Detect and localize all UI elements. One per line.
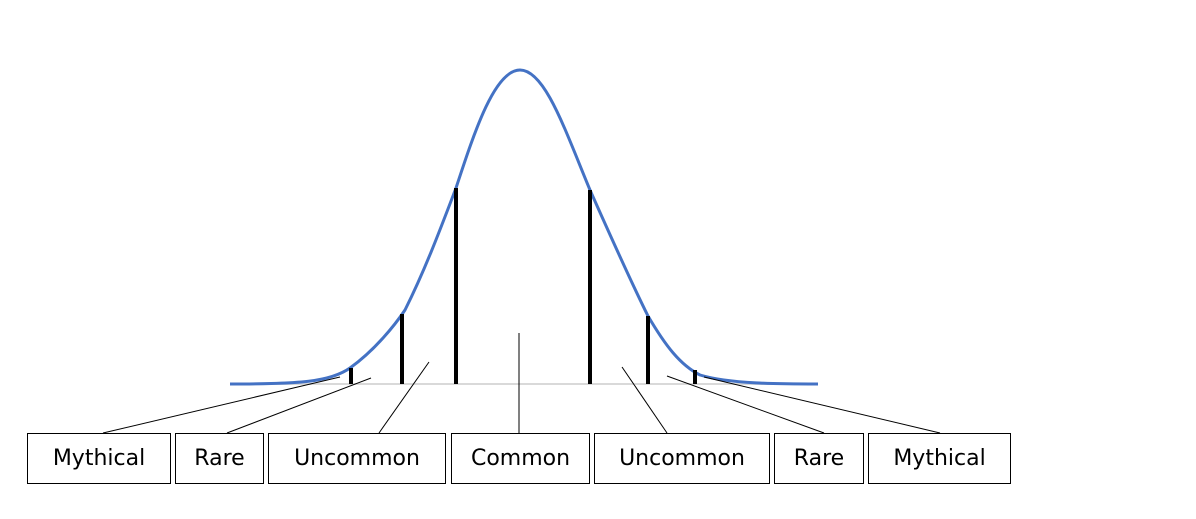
bell-curve (229, 68, 819, 386)
connector-lines (102, 333, 941, 434)
connector-mythical-left (102, 376, 341, 434)
connector-uncommon-left (378, 361, 430, 434)
connector-rare-left (226, 377, 372, 434)
label-box-mythical-right: Mythical (868, 433, 1011, 484)
connector-rare-right (666, 375, 825, 434)
label-mythical-right: Mythical (893, 446, 986, 471)
label-uncommon-left: Uncommon (294, 446, 420, 471)
label-rare-left: Rare (194, 446, 245, 471)
label-box-common: Common (451, 433, 590, 484)
label-rare-right: Rare (793, 446, 845, 471)
connector-mythical-right (703, 376, 941, 434)
label-box-rare-left: Rare (175, 433, 264, 484)
label-uncommon-right: Uncommon (619, 446, 745, 471)
label-box-rare-right: Rare (774, 433, 864, 484)
label-box-mythical-left: Mythical (27, 433, 171, 484)
boundary-bars (349, 188, 697, 384)
label-box-uncommon-left: Uncommon (268, 433, 446, 484)
label-mythical-left: Mythical (52, 446, 146, 471)
label-box-uncommon-right: Uncommon (594, 433, 770, 484)
connector-uncommon-right (621, 366, 668, 434)
label-common: Common (470, 446, 571, 471)
